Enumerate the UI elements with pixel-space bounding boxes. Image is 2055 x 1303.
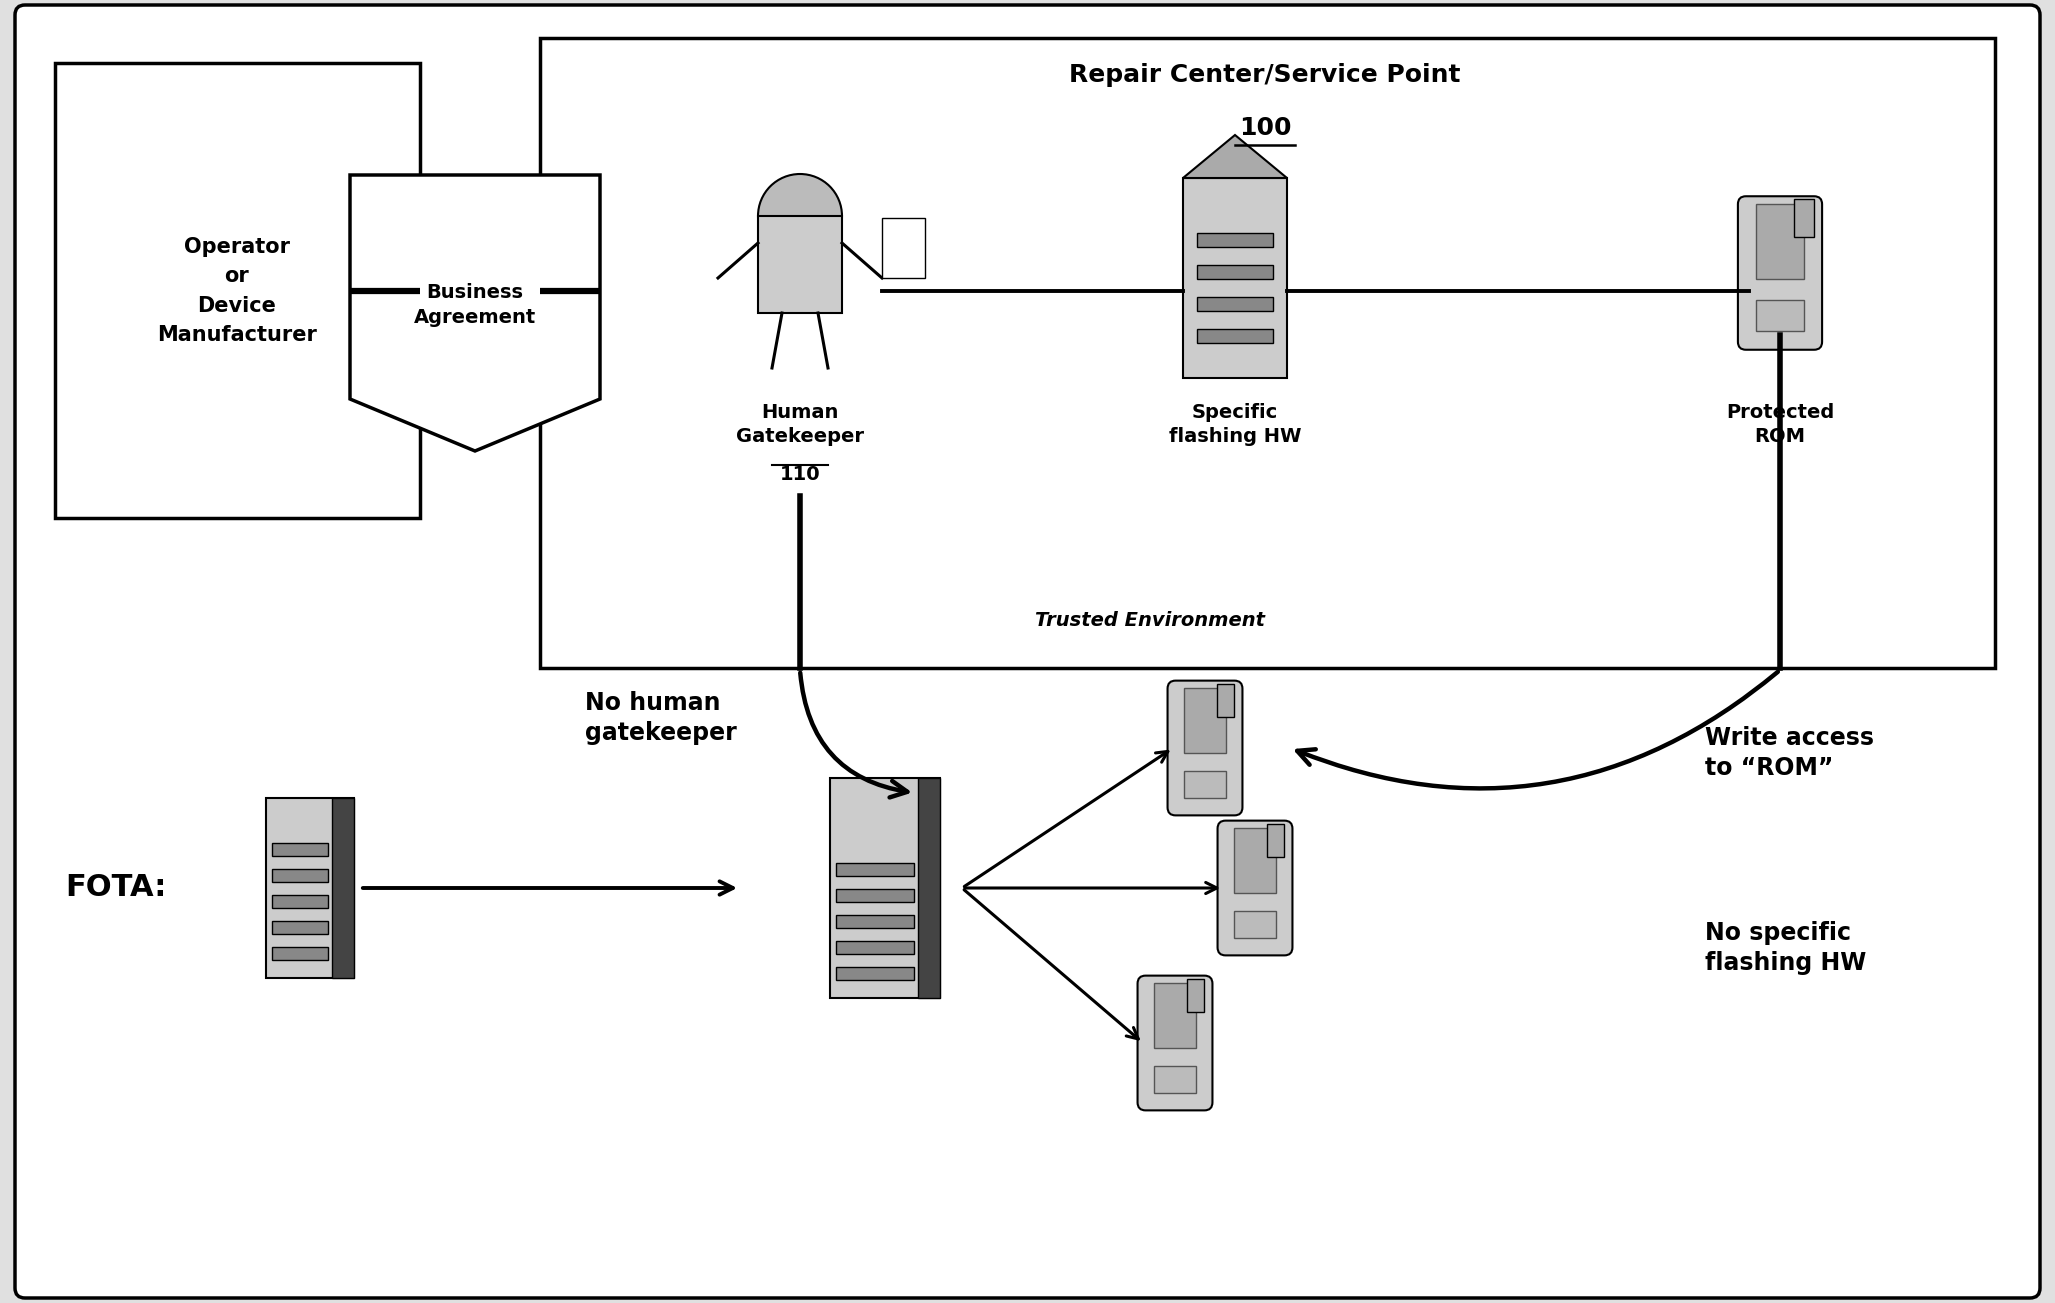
FancyBboxPatch shape	[333, 797, 353, 979]
FancyBboxPatch shape	[271, 947, 329, 960]
FancyBboxPatch shape	[55, 63, 419, 519]
FancyBboxPatch shape	[1138, 976, 1212, 1110]
Text: Trusted Environment: Trusted Environment	[1036, 611, 1266, 631]
FancyBboxPatch shape	[1196, 297, 1272, 311]
FancyBboxPatch shape	[1184, 179, 1286, 378]
FancyBboxPatch shape	[1268, 823, 1284, 857]
FancyBboxPatch shape	[271, 843, 329, 856]
Text: 110: 110	[779, 465, 820, 483]
Text: FOTA:: FOTA:	[66, 873, 166, 903]
FancyBboxPatch shape	[836, 941, 914, 954]
FancyBboxPatch shape	[1184, 771, 1227, 797]
FancyBboxPatch shape	[1196, 265, 1272, 279]
FancyBboxPatch shape	[1235, 829, 1276, 893]
FancyBboxPatch shape	[1196, 328, 1272, 343]
FancyBboxPatch shape	[1755, 203, 1804, 279]
FancyBboxPatch shape	[758, 216, 843, 313]
FancyBboxPatch shape	[265, 797, 353, 979]
Text: 100: 100	[1239, 116, 1291, 139]
FancyBboxPatch shape	[919, 778, 939, 998]
FancyBboxPatch shape	[1217, 684, 1235, 717]
Text: Write access
to “ROM”: Write access to “ROM”	[1706, 726, 1874, 780]
FancyBboxPatch shape	[836, 863, 914, 876]
FancyBboxPatch shape	[830, 778, 939, 998]
FancyBboxPatch shape	[1167, 680, 1243, 816]
FancyBboxPatch shape	[540, 38, 1995, 668]
FancyBboxPatch shape	[14, 5, 2041, 1298]
Text: Human
Gatekeeper: Human Gatekeeper	[736, 403, 863, 446]
FancyBboxPatch shape	[1188, 979, 1204, 1012]
FancyBboxPatch shape	[271, 921, 329, 934]
FancyBboxPatch shape	[1217, 821, 1293, 955]
Circle shape	[758, 175, 843, 258]
FancyBboxPatch shape	[1755, 300, 1804, 331]
Polygon shape	[349, 175, 600, 451]
FancyBboxPatch shape	[836, 967, 914, 980]
FancyBboxPatch shape	[836, 889, 914, 902]
FancyBboxPatch shape	[271, 869, 329, 882]
FancyBboxPatch shape	[836, 915, 914, 928]
FancyBboxPatch shape	[1184, 688, 1227, 753]
Polygon shape	[1184, 136, 1286, 179]
Text: Specific
flashing HW: Specific flashing HW	[1169, 403, 1301, 446]
FancyBboxPatch shape	[1155, 984, 1196, 1048]
FancyBboxPatch shape	[1196, 233, 1272, 248]
Text: Operator
or
Device
Manufacturer: Operator or Device Manufacturer	[156, 237, 316, 345]
FancyBboxPatch shape	[1235, 911, 1276, 938]
Text: Protected
ROM: Protected ROM	[1726, 403, 1835, 446]
FancyBboxPatch shape	[1739, 197, 1823, 349]
Text: No specific
flashing HW: No specific flashing HW	[1706, 921, 1866, 976]
Text: Repair Center/Service Point: Repair Center/Service Point	[1069, 63, 1461, 87]
FancyBboxPatch shape	[1155, 1066, 1196, 1093]
FancyBboxPatch shape	[1794, 199, 1815, 237]
Text: Business
Agreement: Business Agreement	[413, 283, 536, 327]
FancyBboxPatch shape	[271, 895, 329, 908]
Text: No human
gatekeeper: No human gatekeeper	[586, 691, 738, 745]
Polygon shape	[882, 218, 925, 278]
